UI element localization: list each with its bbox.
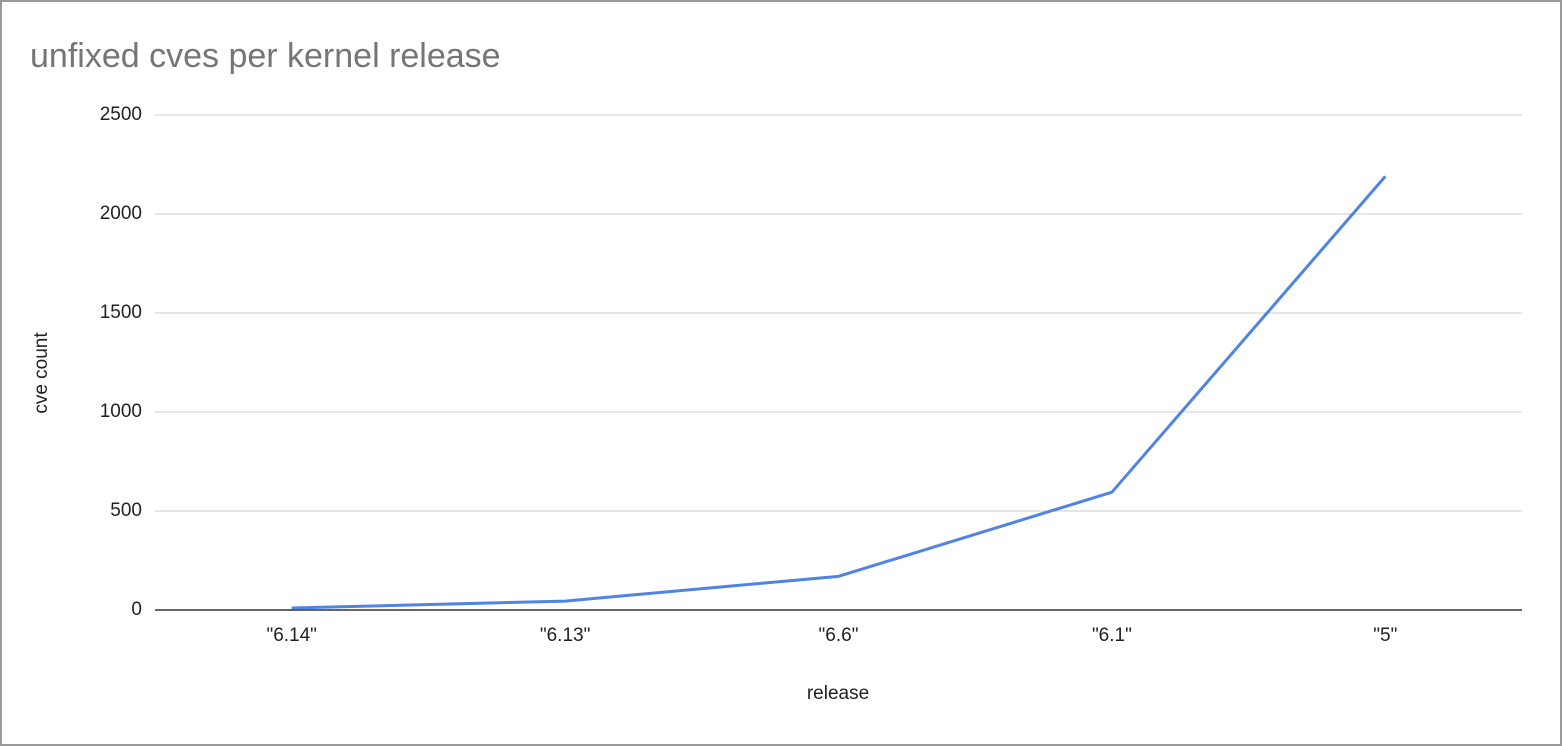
- x-tick-label: "6.14": [266, 625, 316, 646]
- x-tick-label: "5": [1373, 625, 1397, 646]
- x-axis-label: release: [807, 683, 869, 704]
- x-tick-label: "6.13": [540, 625, 590, 646]
- y-axis-label: cve count: [31, 332, 52, 414]
- chart-title: unfixed cves per kernel release: [30, 37, 501, 75]
- y-tick-label: 2500: [100, 104, 142, 125]
- y-tick-label: 1500: [100, 302, 142, 323]
- y-tick-label: 1000: [100, 401, 142, 422]
- y-tick-label: 0: [131, 599, 142, 620]
- y-tick-label: 500: [110, 500, 142, 521]
- y-tick-label: 2000: [100, 203, 142, 224]
- data-line: [291, 175, 1387, 610]
- x-tick-label: "6.1": [1092, 625, 1132, 646]
- x-tick-label: "6.6": [819, 625, 859, 646]
